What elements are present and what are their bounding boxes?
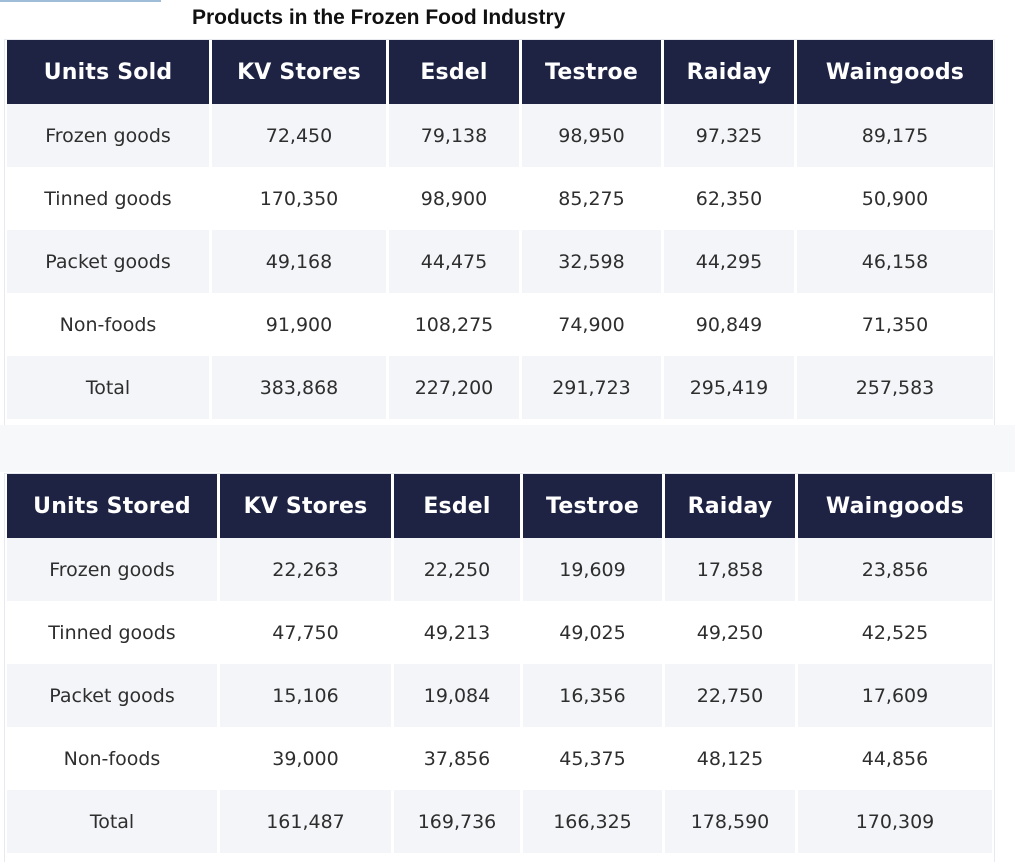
row-label: Frozen goods <box>7 104 209 167</box>
table-cell: 89,175 <box>797 104 993 167</box>
table-cell: 85,275 <box>522 167 661 230</box>
column-header: Testroe <box>522 40 661 104</box>
table-cell: 49,025 <box>523 601 662 664</box>
table-cell: 91,900 <box>212 293 386 356</box>
table-cell: 50,900 <box>797 167 993 230</box>
column-header: KV Stores <box>220 474 391 538</box>
column-header: Units Stored <box>7 474 217 538</box>
table-cell: 17,609 <box>798 664 992 727</box>
table-cell: 169,736 <box>394 790 520 853</box>
table-cell: 44,856 <box>798 727 992 790</box>
column-header: Waingoods <box>797 40 993 104</box>
column-header: Esdel <box>394 474 520 538</box>
units-sold-header-row: Units Sold KV Stores Esdel Testroe Raida… <box>7 40 993 104</box>
table-cell: 178,590 <box>665 790 795 853</box>
table-cell: 42,525 <box>798 601 992 664</box>
table-cell: 49,250 <box>665 601 795 664</box>
table-cell: 71,350 <box>797 293 993 356</box>
table-cell: 47,750 <box>220 601 391 664</box>
row-label: Tinned goods <box>7 601 217 664</box>
row-label: Total <box>7 356 209 419</box>
table-cell: 170,309 <box>798 790 992 853</box>
table-cell: 291,723 <box>522 356 661 419</box>
table-cell: 44,295 <box>664 230 794 293</box>
table-cell: 46,158 <box>797 230 993 293</box>
table-cell: 170,350 <box>212 167 386 230</box>
units-sold-table: Units Sold KV Stores Esdel Testroe Raida… <box>4 40 996 419</box>
table-cell: 97,325 <box>664 104 794 167</box>
table-cell: 295,419 <box>664 356 794 419</box>
table-cell: 44,475 <box>389 230 519 293</box>
column-header: Raiday <box>664 40 794 104</box>
table-cell: 74,900 <box>522 293 661 356</box>
column-header: Raiday <box>665 474 795 538</box>
table-cell: 32,598 <box>522 230 661 293</box>
table-cell: 22,250 <box>394 538 520 601</box>
top-left-rule <box>0 0 161 2</box>
section-divider <box>0 425 1015 472</box>
table-cell: 15,106 <box>220 664 391 727</box>
table-cell: 62,350 <box>664 167 794 230</box>
table-cell: 98,900 <box>389 167 519 230</box>
row-label: Frozen goods <box>7 538 217 601</box>
table-cell: 257,583 <box>797 356 993 419</box>
table-cell: 227,200 <box>389 356 519 419</box>
table-cell: 383,868 <box>212 356 386 419</box>
table-cell: 79,138 <box>389 104 519 167</box>
table-cell: 108,275 <box>389 293 519 356</box>
units-stored-panel: Units Stored KV Stores Esdel Testroe Rai… <box>4 473 995 862</box>
table-row: Packet goods 15,106 19,084 16,356 22,750… <box>7 664 992 727</box>
total-row: Total 383,868 227,200 291,723 295,419 25… <box>7 356 993 419</box>
row-label: Non-foods <box>7 293 209 356</box>
table-cell: 49,213 <box>394 601 520 664</box>
table-row: Tinned goods 47,750 49,213 49,025 49,250… <box>7 601 992 664</box>
column-header: Esdel <box>389 40 519 104</box>
table-row: Non-foods 39,000 37,856 45,375 48,125 44… <box>7 727 992 790</box>
table-cell: 49,168 <box>212 230 386 293</box>
units-stored-header-row: Units Stored KV Stores Esdel Testroe Rai… <box>7 474 992 538</box>
table-cell: 72,450 <box>212 104 386 167</box>
table-cell: 19,609 <box>523 538 662 601</box>
table-cell: 90,849 <box>664 293 794 356</box>
units-stored-table: Units Stored KV Stores Esdel Testroe Rai… <box>4 474 995 853</box>
row-label: Packet goods <box>7 664 217 727</box>
column-header: Units Sold <box>7 40 209 104</box>
column-header: KV Stores <box>212 40 386 104</box>
column-header: Testroe <box>523 474 662 538</box>
table-cell: 48,125 <box>665 727 795 790</box>
table-cell: 98,950 <box>522 104 661 167</box>
table-cell: 22,750 <box>665 664 795 727</box>
table-row: Packet goods 49,168 44,475 32,598 44,295… <box>7 230 993 293</box>
table-row: Frozen goods 22,263 22,250 19,609 17,858… <box>7 538 992 601</box>
row-label: Non-foods <box>7 727 217 790</box>
table-row: Non-foods 91,900 108,275 74,900 90,849 7… <box>7 293 993 356</box>
page-title: Products in the Frozen Food Industry <box>192 6 566 29</box>
table-cell: 16,356 <box>523 664 662 727</box>
table-row: Frozen goods 72,450 79,138 98,950 97,325… <box>7 104 993 167</box>
units-sold-panel: Units Sold KV Stores Esdel Testroe Raida… <box>4 39 995 426</box>
table-cell: 17,858 <box>665 538 795 601</box>
table-cell: 45,375 <box>523 727 662 790</box>
row-label: Total <box>7 790 217 853</box>
table-row: Tinned goods 170,350 98,900 85,275 62,35… <box>7 167 993 230</box>
column-header: Waingoods <box>798 474 992 538</box>
table-cell: 22,263 <box>220 538 391 601</box>
row-label: Tinned goods <box>7 167 209 230</box>
total-row: Total 161,487 169,736 166,325 178,590 17… <box>7 790 992 853</box>
table-cell: 23,856 <box>798 538 992 601</box>
table-cell: 166,325 <box>523 790 662 853</box>
table-cell: 161,487 <box>220 790 391 853</box>
table-cell: 39,000 <box>220 727 391 790</box>
row-label: Packet goods <box>7 230 209 293</box>
table-cell: 19,084 <box>394 664 520 727</box>
table-cell: 37,856 <box>394 727 520 790</box>
